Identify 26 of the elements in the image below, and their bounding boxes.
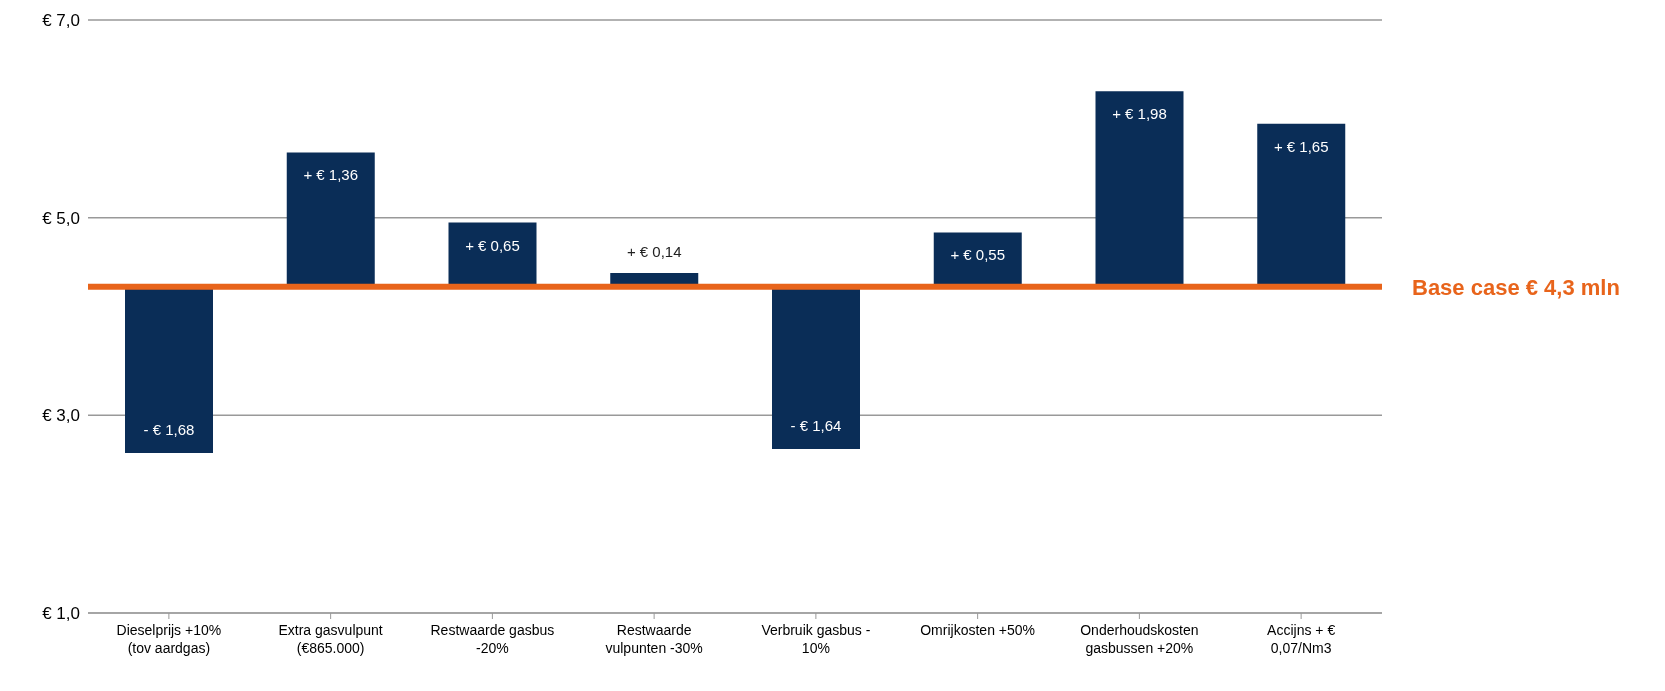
- x-tick-label: Dieselprijs +10% (tov aardgas): [116, 622, 222, 656]
- x-tick-label: Restwaarde gasbus -20%: [430, 622, 555, 656]
- x-tick-label: Omrijkosten +50%: [920, 622, 1036, 638]
- data-label: + € 1,36: [303, 166, 359, 184]
- x-tick-label: Restwaarde vulpunten -30%: [605, 622, 703, 656]
- y-tick-label: € 5,0: [42, 208, 80, 228]
- x-tick-label: Accijns + € 0,07/Nm3: [1267, 622, 1336, 656]
- data-label: - € 1,68: [143, 420, 195, 438]
- bar: [286, 152, 375, 287]
- bar: [1257, 123, 1346, 287]
- data-label: + € 1,65: [1273, 137, 1329, 155]
- x-tick-label: Onderhoudskosten gasbussen +20%: [1080, 622, 1199, 656]
- y-tick-label: € 3,0: [42, 406, 80, 426]
- x-tick-label: Extra gasvulpunt (€865.000): [278, 622, 383, 656]
- y-tick-label: € 1,0: [42, 604, 80, 624]
- y-tick-label: € 7,0: [42, 11, 80, 31]
- data-label: + € 0,14: [626, 243, 682, 261]
- data-label: + € 1,98: [1112, 105, 1167, 123]
- bar: [1095, 91, 1184, 287]
- bar: [933, 232, 1022, 287]
- x-tick-label: Verbruik gasbus - 10%: [761, 622, 871, 656]
- data-label: - € 1,64: [790, 416, 842, 434]
- data-label: + € 0,55: [950, 246, 1006, 264]
- ref-line-label: Base case € 4,3 mln: [1412, 274, 1620, 300]
- data-label: + € 0,65: [465, 236, 520, 254]
- bar: [448, 222, 537, 287]
